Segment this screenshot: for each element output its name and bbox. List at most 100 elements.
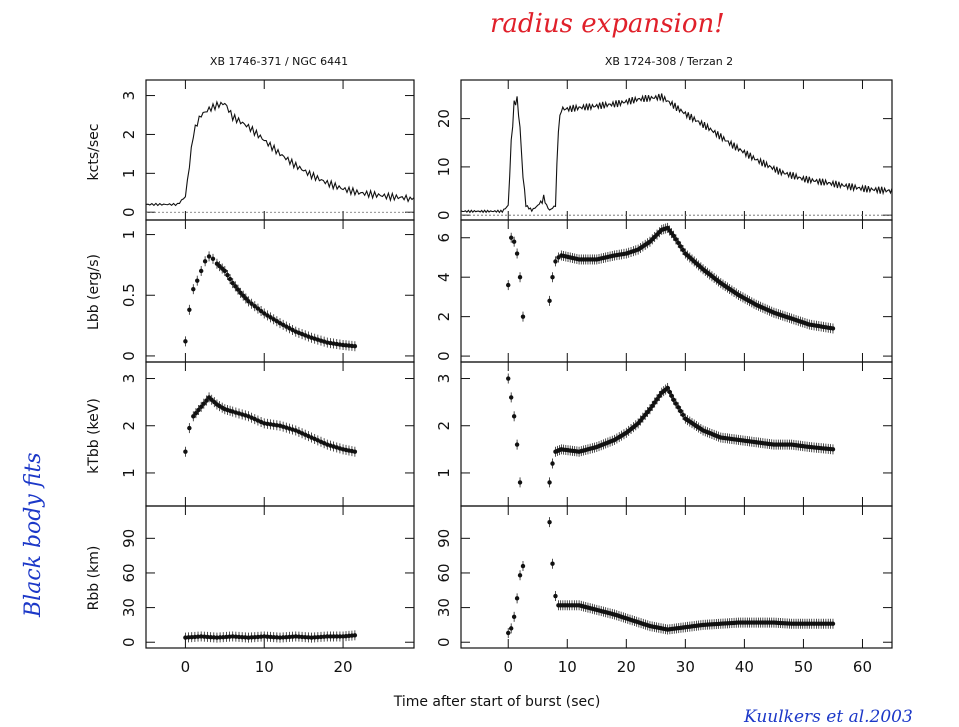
data-point: [196, 407, 201, 413]
y-tick-label: 0: [120, 351, 138, 361]
data-point: [293, 634, 298, 639]
data-point: [249, 635, 254, 640]
data-point: [650, 403, 655, 409]
left-column-title: XB 1746-371 / NGC 6441: [210, 55, 348, 68]
data-point: [195, 634, 201, 639]
data-point: [671, 233, 676, 238]
data-point: [277, 635, 283, 640]
data-point: [550, 274, 555, 280]
data-point: [252, 303, 257, 309]
data-point: [547, 298, 552, 304]
y-tick-label: 60: [435, 563, 453, 582]
ylabel-radius: Rbb (km): [86, 546, 102, 611]
data-point: [186, 635, 191, 640]
y-tick-label: 30: [120, 598, 138, 617]
panel-right-1: 0 10 20: [435, 79, 893, 221]
data-point: [252, 634, 257, 640]
data-point: [680, 247, 686, 253]
data-point: [667, 389, 672, 395]
data-point: [265, 634, 270, 639]
x-tick-label: 60: [853, 658, 872, 676]
data-point: [553, 593, 558, 599]
data-point: [671, 397, 676, 402]
svg-text:Rbb (km): Rbb (km): [86, 546, 102, 611]
data-point: [299, 634, 305, 640]
data-point: [830, 326, 836, 331]
data-point: [665, 385, 670, 391]
data-point: [328, 634, 333, 639]
y-tick-label: 90: [435, 529, 453, 548]
y-tick-label: 1: [120, 468, 138, 478]
data-point: [508, 395, 514, 400]
data-point: [508, 626, 514, 631]
data-point: [221, 634, 226, 640]
data-point: [205, 634, 210, 640]
y-tick-label: 0: [435, 351, 453, 361]
data-point: [676, 405, 681, 410]
right-column-title: XB 1724-308 / Terzan 2: [605, 55, 733, 68]
data-point: [262, 311, 267, 316]
data-point: [312, 635, 317, 640]
y-tick-label: 0: [435, 637, 453, 647]
data-point: [517, 480, 523, 485]
data-point: [183, 449, 188, 454]
data-point: [193, 410, 199, 416]
panel-left-3: 1 2 3: [120, 361, 415, 507]
y-tick-label: 10: [435, 157, 453, 176]
panel-left-4: 0 30 60 90 0 10 20: [120, 505, 415, 676]
x-tick-label: 0: [503, 658, 513, 676]
panel-frame: [460, 505, 893, 649]
data-point: [514, 596, 520, 601]
y-tick-label: 20: [435, 109, 453, 128]
data-point: [198, 634, 204, 639]
data-point: [680, 412, 686, 418]
data-point: [230, 280, 235, 286]
credit-note: Kuulkers et al.2003: [743, 707, 913, 727]
data-point: [246, 635, 251, 640]
svg-text:Lbb (erg/s): Lbb (erg/s): [86, 254, 102, 330]
y-tick-label: 0: [120, 637, 138, 647]
x-tick-label: 40: [735, 658, 754, 676]
data-point: [191, 414, 196, 419]
count-rate-curve: [460, 93, 893, 214]
ylabel-temperature: kTbb (keV): [86, 398, 102, 474]
data-point: [198, 404, 204, 410]
ylabel-count-rate: kcts/sec: [86, 124, 102, 181]
data-point: [206, 254, 212, 259]
data-point: [325, 634, 330, 639]
data-point: [309, 635, 314, 640]
data-point: [195, 278, 200, 283]
data-point: [255, 634, 261, 640]
data-point: [657, 393, 662, 399]
data-point: [258, 308, 264, 314]
data-point: [352, 633, 358, 638]
data-point: [192, 634, 198, 640]
y-tick-label: 2: [435, 312, 453, 322]
y-tick-label: 0.5: [120, 283, 138, 307]
data-point: [830, 621, 836, 626]
data-point: [676, 240, 681, 246]
data-point: [647, 407, 653, 412]
x-tick-label: 20: [617, 658, 636, 676]
data-point: [547, 519, 552, 525]
y-tick-label: 90: [120, 529, 138, 548]
data-point: [227, 634, 232, 639]
data-point: [673, 237, 679, 242]
data-point: [225, 272, 230, 278]
panel-frame: [145, 505, 415, 649]
data-point: [211, 635, 216, 640]
data-point: [318, 634, 324, 640]
data-point: [654, 397, 660, 402]
data-point: [249, 301, 254, 306]
y-tick-label: 60: [120, 563, 138, 582]
data-point: [208, 634, 213, 640]
data-point: [315, 634, 321, 640]
data-point: [511, 414, 517, 419]
data-point: [189, 634, 194, 640]
data-point: [514, 442, 520, 447]
x-tick-label: 30: [676, 658, 695, 676]
data-point: [830, 447, 836, 452]
y-tick-label: 1: [120, 230, 138, 240]
data-point: [187, 307, 192, 313]
